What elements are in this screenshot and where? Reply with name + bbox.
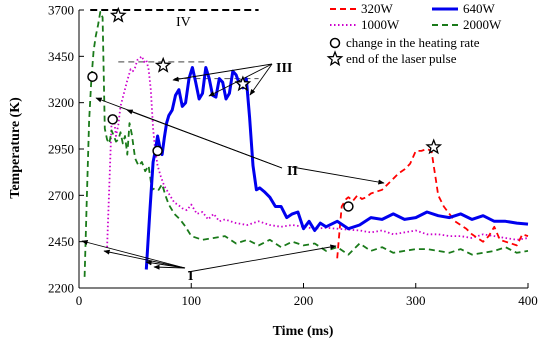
legend-label-heating-rate: change in the heating rate [346,35,480,50]
laser-end-marker [425,138,443,155]
region-label-II: II [287,164,298,179]
y-tick-label: 3200 [48,95,74,110]
annotation-arrow [249,63,273,96]
laser-end-marker [234,75,252,92]
markers-layer [87,6,443,212]
series-line-640W [144,66,529,270]
laser-end-marker [109,6,127,23]
legend-label-1000W: 1000W [361,17,400,32]
legend-label-laser-end: end of the laser pulse [346,51,457,66]
series-line-2000W [83,10,529,277]
y-tick-label: 3450 [48,49,74,64]
series-layer [83,10,529,277]
y-tick-label: 2700 [48,188,74,203]
annotation-arrows [81,63,385,273]
annotation-arrow [103,249,186,269]
region-label-I: I [188,269,193,284]
heating-rate-marker [107,114,118,125]
legend-star-marker [326,50,344,67]
heating-rate-marker [152,145,163,157]
annotation-arrow [291,166,385,185]
laser-end-marker [154,56,172,73]
legend-label-320W: 320W [361,1,394,16]
x-tick-label: 0 [76,293,83,308]
annotation-arrow [208,63,273,97]
legend-label-640W: 640W [463,1,496,16]
y-axis-title: Temperature (K) [8,97,23,199]
annotation-arrow [145,260,186,269]
x-axis-title: Time (ms) [273,324,334,339]
x-tick-label: 100 [182,293,202,308]
annotation-arrow [172,63,273,82]
x-tick-label: 400 [518,293,538,308]
region-label-IV: IV [176,15,191,30]
region-label-III: III [276,61,292,76]
heating-rate-marker [343,201,354,212]
annotation-arrow [126,109,283,169]
annotation-arrow [153,264,186,270]
legend-circle-marker [329,37,341,49]
series-line-1000W [106,55,529,248]
ticks: 0 100 200 300 400 2200 2450 2700 2950 3200 3450 370… [48,3,538,309]
y-tick-label: 3700 [48,3,74,18]
y-tick-label: 2950 [48,142,74,157]
y-tick-label: 2200 [48,281,74,296]
heating-rate-marker [87,71,98,82]
legend: 320W 640W 1000W 2000W change in the heat… [326,1,502,67]
legend-label-2000W: 2000W [463,17,502,32]
annotation-arrow [81,240,186,269]
series-line-320W [336,148,529,259]
y-tick-label: 2450 [48,234,74,249]
x-tick-label: 200 [294,293,314,308]
x-tick-label: 300 [406,293,426,308]
annotation-arrow [187,244,337,273]
